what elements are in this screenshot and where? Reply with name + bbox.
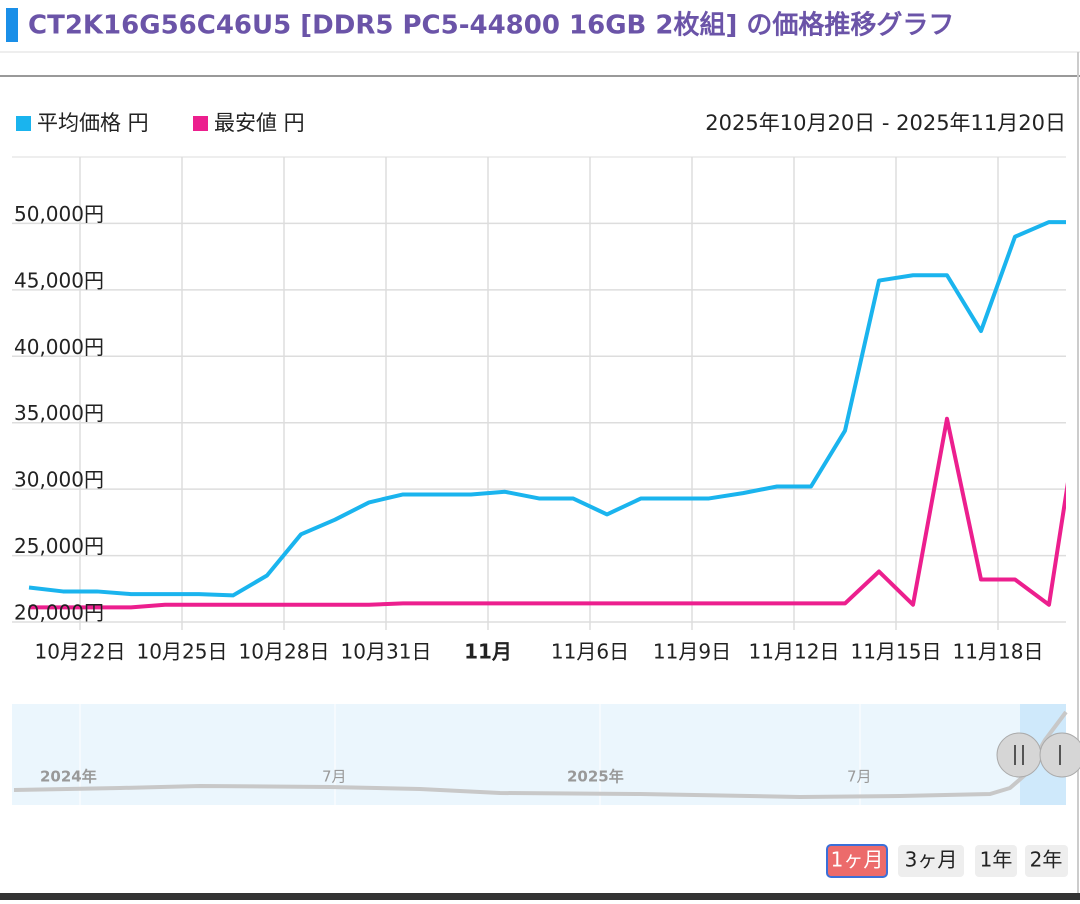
range-button-label[interactable]: 2年: [1030, 848, 1063, 872]
x-tick-label: 11月: [464, 640, 512, 664]
navigator-label: 7月: [322, 768, 347, 786]
navigator[interactable]: [12, 704, 1066, 805]
range-button[interactable]: [1025, 845, 1068, 877]
x-tick-label: 10月31日: [341, 640, 432, 664]
x-tick-label: 11月9日: [653, 640, 731, 664]
header-bar: [0, 0, 1080, 50]
x-tick-label: 10月22日: [35, 640, 126, 664]
legend-label[interactable]: 最安値 円: [214, 111, 305, 135]
range-button-label[interactable]: 3ヶ月: [905, 848, 958, 872]
navigator-handle[interactable]: [996, 732, 1042, 778]
range-button[interactable]: [975, 845, 1017, 877]
navigator-label: 2024年: [40, 768, 97, 786]
y-tick-label: 20,000円: [14, 601, 104, 625]
y-tick-label: 45,000円: [14, 268, 104, 292]
page-title: CT2K16G56C46U5 [DDR5 PC5-44800 16GB 2枚組]…: [28, 10, 954, 41]
range-button-label[interactable]: 1年: [980, 848, 1013, 872]
navigator-label: 7月: [847, 768, 872, 786]
y-tick-label: 25,000円: [14, 534, 104, 558]
date-range: 2025年10月20日 - 2025年11月20日: [705, 111, 1066, 135]
x-tick-label: 11月15日: [851, 640, 942, 664]
series-line: [29, 416, 1066, 610]
x-tick-label: 10月25日: [137, 640, 228, 664]
x-tick-label: 11月18日: [953, 640, 1044, 664]
y-tick-label: 30,000円: [14, 468, 104, 492]
y-tick-label: 50,000円: [14, 202, 104, 226]
range-button[interactable]: [898, 845, 964, 877]
legend-swatch: [193, 116, 208, 131]
legend-swatch: [16, 116, 31, 131]
x-tick-label: 11月12日: [749, 640, 840, 664]
y-tick-label: 40,000円: [14, 335, 104, 359]
navigator-label: 2025年: [567, 768, 624, 786]
x-tick-label: 11月6日: [551, 640, 629, 664]
x-tick-label: 10月28日: [239, 640, 330, 664]
range-button-label[interactable]: 1ヶ月: [831, 848, 884, 872]
series-line: [28, 220, 1066, 598]
header-marker: [6, 8, 18, 42]
legend-label[interactable]: 平均価格 円: [37, 111, 149, 135]
bottom-bar: [0, 893, 1080, 900]
range-button[interactable]: [826, 844, 888, 878]
y-tick-label: 35,000円: [14, 401, 104, 425]
